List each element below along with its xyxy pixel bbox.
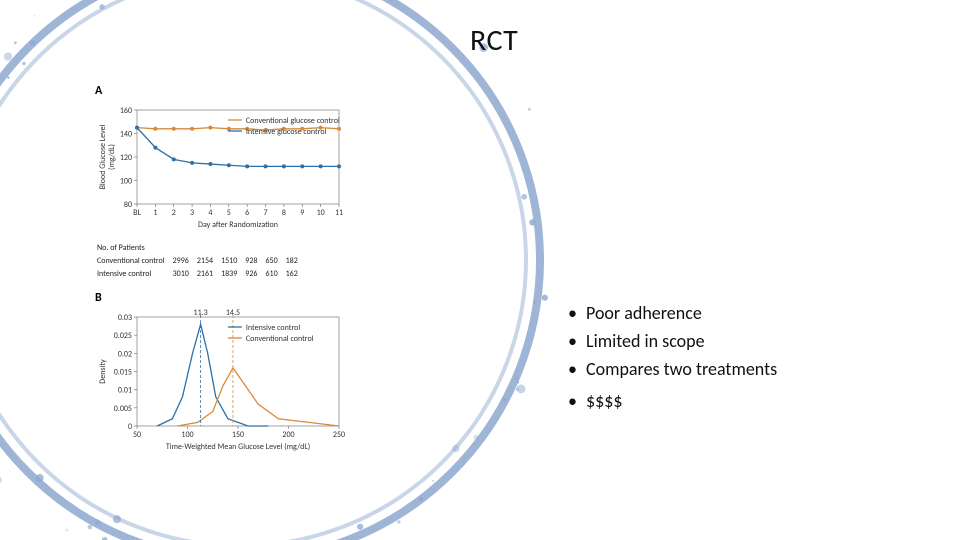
svg-text:Blood Glucose Level(mg/dL): Blood Glucose Level(mg/dL) bbox=[98, 124, 117, 189]
svg-text:11: 11 bbox=[335, 208, 343, 218]
svg-text:0.015: 0.015 bbox=[114, 368, 132, 378]
svg-text:200: 200 bbox=[282, 430, 294, 440]
page-title: RCT bbox=[470, 22, 518, 59]
bullet-item: Poor adherence bbox=[568, 302, 777, 324]
svg-text:3: 3 bbox=[190, 208, 194, 218]
svg-text:120: 120 bbox=[120, 153, 132, 163]
svg-text:10: 10 bbox=[317, 208, 325, 218]
svg-text:Conventional control: Conventional control bbox=[246, 334, 314, 344]
svg-text:7: 7 bbox=[264, 208, 268, 218]
svg-text:Intensive control: Intensive control bbox=[246, 323, 300, 333]
slide: RCT A 80 100 120 140 160 BL 1 2 3 4 5 6 7 8 9 10 11 Day a… bbox=[0, 0, 960, 540]
svg-text:5: 5 bbox=[227, 208, 231, 218]
svg-text:0.005: 0.005 bbox=[114, 404, 132, 414]
svg-text:11.3: 11.3 bbox=[194, 308, 208, 318]
chart-b: 0 0.005 0.01 0.015 0.02 0.025 0.03 50 100 150 200 2… bbox=[95, 307, 345, 452]
svg-text:0.02: 0.02 bbox=[118, 350, 132, 360]
svg-text:0: 0 bbox=[128, 422, 132, 432]
panel-a-label: A bbox=[95, 84, 355, 98]
svg-text:Time-Weighted Mean Glucose Lev: Time-Weighted Mean Glucose Level (mg/dL) bbox=[166, 442, 310, 452]
svg-text:0.01: 0.01 bbox=[118, 386, 132, 396]
svg-text:1: 1 bbox=[153, 208, 157, 218]
svg-text:150: 150 bbox=[232, 430, 244, 440]
svg-text:250: 250 bbox=[333, 430, 345, 440]
chart-a: 80 100 120 140 160 BL 1 2 3 4 5 6 7 8 9 10 11 Day after R… bbox=[95, 100, 345, 230]
svg-text:Density: Density bbox=[98, 359, 108, 384]
bullet-item: Compares two treatments bbox=[568, 358, 777, 380]
svg-text:14.5: 14.5 bbox=[226, 308, 240, 318]
svg-text:4: 4 bbox=[208, 208, 212, 218]
svg-text:Day after Randomization: Day after Randomization bbox=[198, 220, 278, 230]
svg-text:2: 2 bbox=[172, 208, 176, 218]
panel-b-label: B bbox=[95, 291, 355, 305]
svg-text:8: 8 bbox=[282, 208, 286, 218]
svg-text:BL: BL bbox=[133, 208, 141, 218]
chart-a-table: No. of PatientsConventional control29962… bbox=[95, 241, 306, 281]
svg-text:9: 9 bbox=[300, 208, 304, 218]
bullet-list: Poor adherence Limited in scope Compares t… bbox=[528, 302, 777, 418]
svg-text:0.03: 0.03 bbox=[118, 313, 132, 323]
svg-text:0.025: 0.025 bbox=[114, 332, 132, 342]
bullet-item: Limited in scope bbox=[568, 330, 777, 352]
svg-text:6: 6 bbox=[245, 208, 249, 218]
svg-text:Conventional glucose control: Conventional glucose control bbox=[246, 116, 340, 126]
svg-text:160: 160 bbox=[120, 106, 132, 116]
svg-text:100: 100 bbox=[120, 177, 132, 187]
svg-text:50: 50 bbox=[133, 430, 141, 440]
svg-text:140: 140 bbox=[120, 130, 132, 140]
svg-text:80: 80 bbox=[124, 200, 132, 210]
svg-text:100: 100 bbox=[181, 430, 193, 440]
svg-text:Intensive glucose control: Intensive glucose control bbox=[246, 127, 327, 137]
figure-column: A 80 100 120 140 160 BL 1 2 3 4 5 6 7 8 9 10 11 Day after… bbox=[95, 82, 355, 457]
bullet-item: $$$$ bbox=[568, 390, 777, 412]
